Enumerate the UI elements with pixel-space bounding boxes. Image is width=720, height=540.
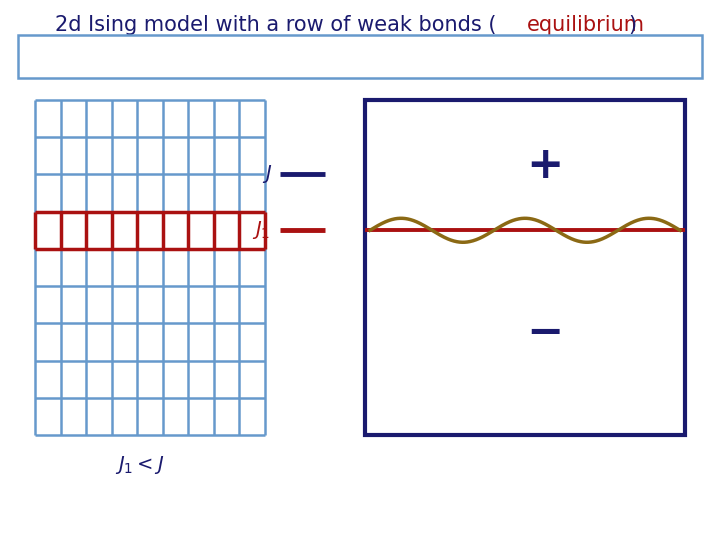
Text: any: any [404, 48, 434, 65]
Text: 2d Ising model with a row of weak bonds (: 2d Ising model with a row of weak bonds … [55, 15, 497, 35]
Text: $J$: $J$ [261, 164, 272, 185]
Text: ): ) [628, 15, 636, 35]
Text: localizes: localizes [218, 48, 289, 65]
Bar [18, 35, 702, 78]
Text: equilibrium: equilibrium [527, 15, 645, 35]
Text: $J_1 < J$: $J_1 < J$ [115, 454, 165, 476]
Text: The weak-bonds row: The weak-bonds row [28, 48, 205, 65]
Text: +: + [526, 144, 564, 187]
Text: temperature: temperature [432, 48, 552, 65]
Text: $T < T_c$: $T < T_c$ [544, 46, 593, 66]
Text: $J_1$: $J_1$ [252, 219, 270, 241]
Text: −: − [526, 311, 564, 354]
Text: the interface at: the interface at [278, 48, 417, 65]
Bar [365, 100, 685, 435]
